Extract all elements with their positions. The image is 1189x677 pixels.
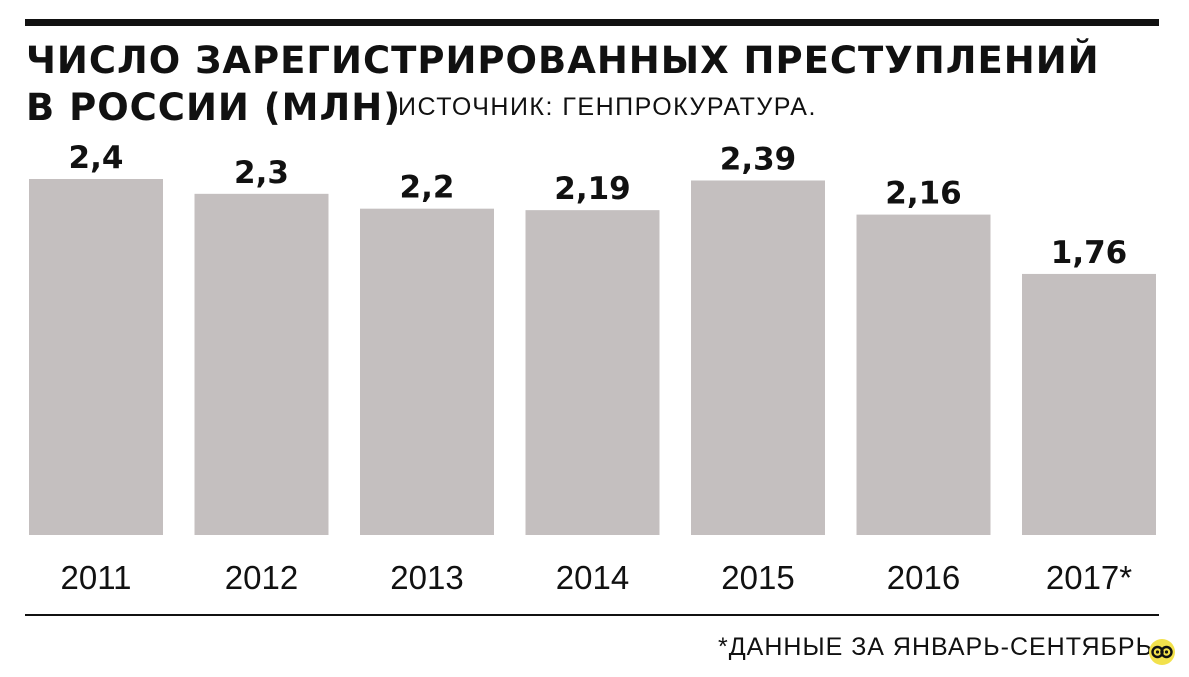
category-label-2014: 2014 [556,559,629,596]
value-label-2014: 2,19 [554,171,631,207]
category-label-2016: 2016 [887,559,960,596]
bottom-rule [25,614,1159,616]
category-label-2013: 2013 [390,559,463,596]
category-label-2011: 2011 [61,559,132,596]
top-rule [25,19,1159,26]
value-label-2015: 2,39 [720,141,797,177]
value-label-2017*: 1,76 [1051,235,1128,271]
bar-2011 [29,179,163,535]
category-label-2015: 2015 [721,559,794,596]
bar-2016 [856,214,991,535]
value-label-2012: 2,3 [234,155,289,191]
bar-2014 [525,210,660,535]
category-label-2012: 2012 [225,559,298,596]
category-label-2017*: 2017* [1046,559,1132,596]
chart-title-line-2: В РОССИИ (МЛН) [26,86,402,129]
chart-footnote: *ДАННЫЕ ЗА ЯНВАРЬ-СЕНТЯБРЬ [718,633,1153,661]
bar-2015 [691,180,825,535]
value-label-2013: 2,2 [400,170,455,206]
value-label-2011: 2,4 [69,140,124,176]
chart-source: ИСТОЧНИК: ГЕНПРОКУРАТУРА. [398,93,817,121]
circle-logo-icon [1149,639,1175,665]
bar-2017* [1022,273,1156,535]
value-label-2016: 2,16 [885,176,962,212]
chart-title-line-1: ЧИСЛО ЗАРЕГИСТРИРОВАННЫХ ПРЕСТУПЛЕНИЙ [26,39,1100,82]
bar-2012 [194,193,329,536]
bar-2013 [360,208,494,535]
